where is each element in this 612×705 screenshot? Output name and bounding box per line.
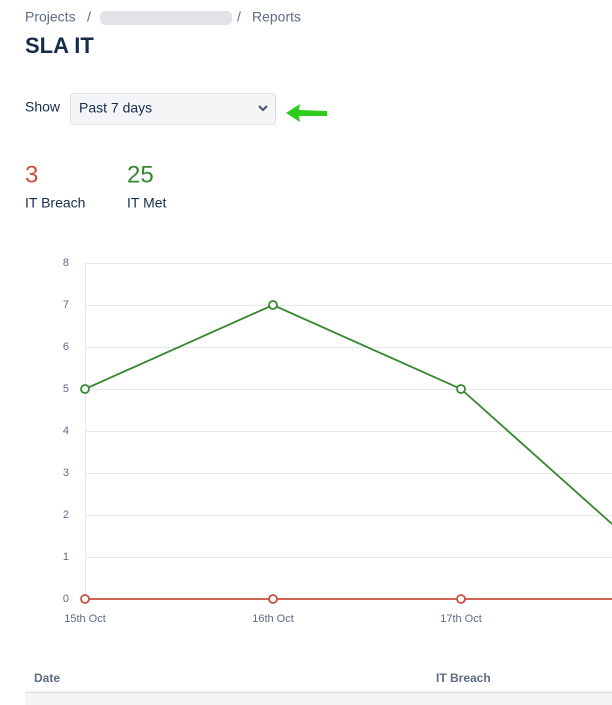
page-title: SLA IT [25, 33, 94, 58]
line [84, 304, 612, 526]
point [80, 384, 90, 394]
stat-label: IT Breach [25, 195, 85, 211]
y-tick-label: 5 [63, 383, 69, 395]
x-tick-label: 15th Oct [64, 613, 106, 625]
y-tick-label: 7 [63, 299, 69, 311]
chevron [258, 105, 268, 112]
breadcrumb[interactable]: Reports [252, 9, 301, 25]
point [268, 594, 278, 604]
select-value: Past 7 days [79, 100, 152, 116]
arrow-annotation [286, 104, 327, 122]
table-row [25, 694, 612, 705]
point [268, 300, 278, 310]
stats: 3 IT Breach 25 IT Met [25, 161, 167, 210]
separator: / [237, 9, 241, 25]
select[interactable] [70, 93, 276, 125]
y-tick-label: 4 [63, 425, 69, 437]
stat-label: IT Met [127, 195, 167, 211]
x-tick-label: 16th Oct [252, 613, 294, 625]
filter-label: Show [25, 99, 61, 115]
blurred-breadcrumb [100, 11, 232, 25]
point [80, 594, 90, 604]
column-header: IT Breach [436, 671, 491, 685]
separator: / [87, 9, 91, 25]
stat-value: 25 [127, 161, 154, 188]
y-tick-label: 6 [63, 341, 69, 353]
y-tick-label: 8 [63, 257, 69, 269]
column-header: Date [34, 671, 60, 685]
x-tick-label: 17th Oct [440, 613, 482, 625]
point [456, 384, 466, 394]
point [456, 594, 466, 604]
breadcrumb[interactable]: Projects [25, 9, 76, 25]
y-tick-label: 3 [63, 467, 69, 479]
chart: 0 1 2 3 4 5 6 7 8 15th Oct 16th Oct 17th Oct [63, 257, 612, 625]
stat-value: 3 [25, 161, 38, 188]
y-tick-label: 1 [63, 551, 69, 563]
y-tick-label: 0 [63, 593, 69, 605]
y-tick-label: 2 [63, 509, 69, 521]
